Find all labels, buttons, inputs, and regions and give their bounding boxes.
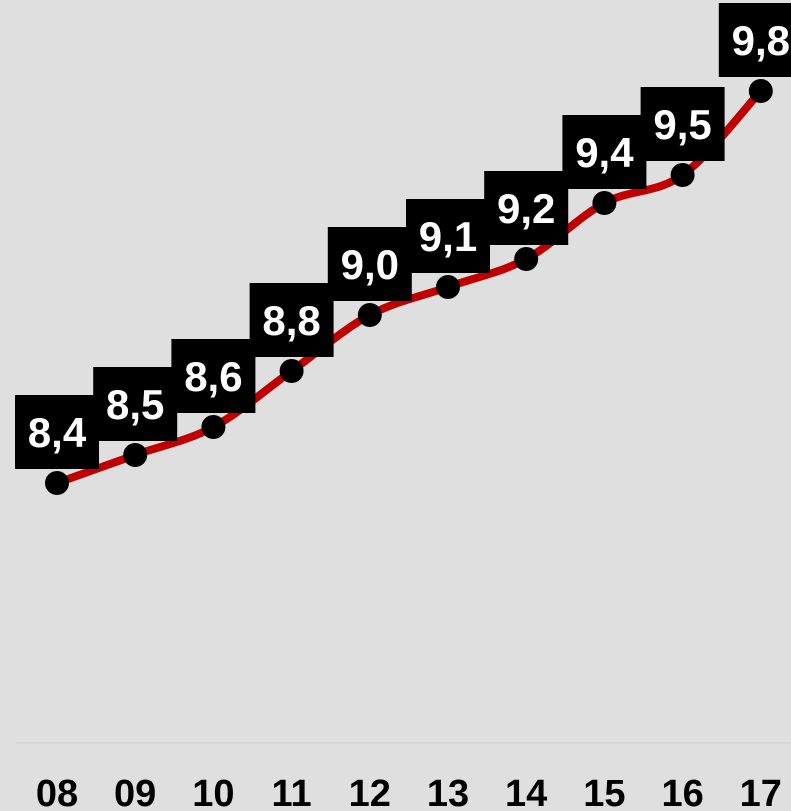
data-point: [436, 275, 460, 299]
series-line: [53, 87, 765, 487]
x-tick-label: 15: [583, 773, 625, 811]
x-tick-label: 09: [114, 773, 156, 811]
x-tick-label: 12: [349, 773, 391, 811]
data-label: 9,0: [327, 227, 412, 301]
data-label-box: [484, 171, 569, 245]
data-label-box: [171, 339, 256, 413]
x-tick-label: 17: [740, 773, 782, 811]
data-label-box: [15, 395, 99, 469]
x-axis-tick-labels: 08 09 10 11 12 13 14 15 16 17: [36, 773, 782, 811]
data-label-box: [249, 283, 334, 357]
x-tick-label: 11: [272, 773, 312, 811]
data-point: [279, 359, 304, 383]
data-point: [123, 443, 148, 467]
data-label-box: [93, 367, 178, 441]
data-label-text: 8,6: [184, 353, 242, 400]
data-markers: [45, 79, 773, 495]
data-label: 9,2: [484, 171, 569, 245]
data-label-box: [562, 115, 647, 189]
data-label: 8,8: [249, 283, 334, 357]
data-label: 9,4: [562, 115, 647, 189]
data-label-text: 8,8: [262, 297, 320, 344]
data-label-box: [640, 87, 725, 161]
data-label: 8,6: [171, 339, 256, 413]
x-tick-label: 13: [427, 773, 469, 811]
data-point: [514, 247, 539, 271]
data-label-text: 9,1: [419, 213, 477, 260]
data-label-box: [718, 3, 791, 77]
x-tick-label: 16: [661, 773, 703, 811]
data-label-text: 8,5: [106, 381, 164, 428]
data-point: [592, 191, 617, 215]
data-label-text: 9,8: [732, 17, 790, 64]
x-tick-label: 08: [36, 773, 78, 811]
data-label: 8,4: [15, 395, 99, 469]
data-labels: 8,4 8,5 8,6 8,8 9,0 9,1 9,2 9,4 9,5 9,8: [15, 3, 791, 469]
data-label-text: 9,5: [653, 101, 711, 148]
data-label: 9,1: [406, 199, 490, 273]
data-label: 9,8: [718, 3, 791, 77]
data-label-text: 9,2: [497, 185, 555, 232]
x-tick-label: 14: [505, 773, 547, 811]
x-tick-label: 10: [192, 773, 234, 811]
data-point: [45, 471, 69, 495]
data-point: [201, 415, 226, 439]
data-label-text: 8,4: [28, 409, 87, 456]
data-point: [357, 303, 382, 327]
data-label-box: [327, 227, 412, 301]
data-point: [748, 79, 773, 103]
data-label-box: [406, 199, 490, 273]
data-point: [670, 163, 695, 187]
data-label-text: 9,0: [341, 241, 399, 288]
data-label: 8,5: [93, 367, 178, 441]
data-label-text: 9,4: [575, 129, 634, 176]
data-label: 9,5: [640, 87, 725, 161]
